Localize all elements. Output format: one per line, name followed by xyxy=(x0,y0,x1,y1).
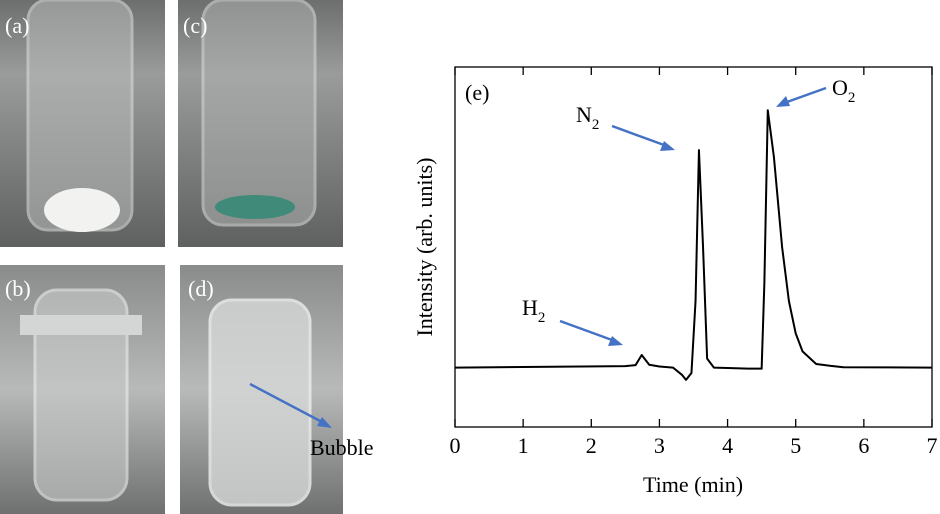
arrow xyxy=(249,382,323,424)
arrow-head xyxy=(776,96,790,107)
photo-b xyxy=(0,265,165,514)
x-tick-label: 6 xyxy=(858,433,869,458)
panel-label: (d) xyxy=(188,276,214,301)
arrow-head xyxy=(660,141,675,151)
annotation-sub: 2 xyxy=(538,310,546,326)
arrow xyxy=(559,319,613,342)
arrow-heads xyxy=(608,96,790,346)
photo-a xyxy=(0,0,165,247)
annotation-text: H xyxy=(522,295,538,320)
x-axis-label: Time (min) xyxy=(643,472,743,497)
x-tick-label: 3 xyxy=(654,433,665,458)
panel-label: (b) xyxy=(5,276,31,301)
x-tick-label: 2 xyxy=(586,433,597,458)
y-axis-label: Intensity (arb. units) xyxy=(412,157,437,336)
panel-label: (a) xyxy=(5,13,29,38)
x-tick-label: 1 xyxy=(518,433,529,458)
photo-d xyxy=(180,265,343,514)
x-tick-label: 5 xyxy=(790,433,801,458)
photo-c xyxy=(178,0,343,247)
arrow-head xyxy=(608,336,623,346)
x-tick-label: 0 xyxy=(450,433,461,458)
plot-frame xyxy=(454,66,933,428)
arrow-head xyxy=(317,417,332,428)
annotation-text: O xyxy=(832,75,848,100)
annotation: H2 xyxy=(522,295,545,326)
photo-note: Bubble xyxy=(310,435,374,460)
annotation-text: N xyxy=(576,102,592,127)
arrows xyxy=(559,86,827,342)
panel-labels: (a) (c) (b) (d) xyxy=(5,13,214,301)
annotation: N2 xyxy=(576,102,599,133)
annotation-sub: 2 xyxy=(592,117,600,133)
trace xyxy=(454,109,933,381)
x-tick-label: 4 xyxy=(722,433,733,458)
annotation-sub: 2 xyxy=(848,90,856,106)
panel-label: (c) xyxy=(183,13,207,38)
panel-label: (e) xyxy=(465,80,489,105)
x-tick-label: 7 xyxy=(927,433,938,458)
annotation: O2 xyxy=(832,75,855,106)
arrow xyxy=(786,86,827,104)
arrow xyxy=(611,124,665,147)
